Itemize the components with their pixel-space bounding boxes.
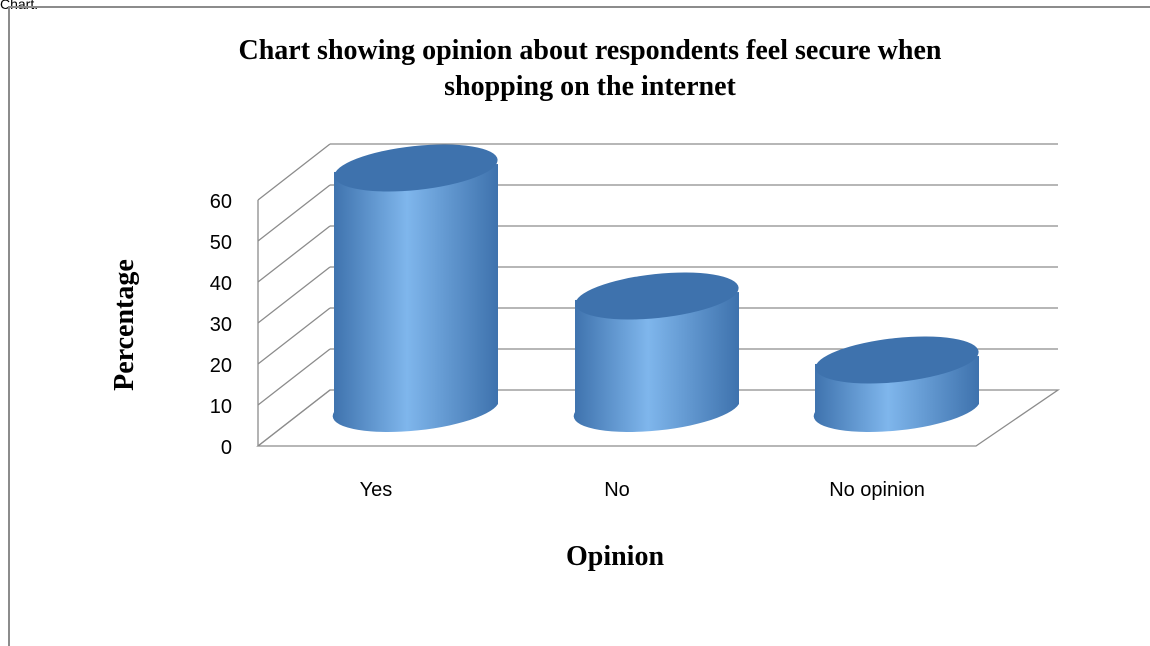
- bar-top: [815, 336, 979, 384]
- bar-body: [573, 292, 739, 432]
- y-tick-label: 50: [210, 232, 232, 254]
- y-tick-label: 40: [210, 273, 232, 295]
- gridline-side-60: [257, 143, 331, 201]
- y-tick-label: 10: [210, 396, 232, 418]
- bar-body: [332, 164, 498, 432]
- chart-title-line-1: Chart showing opinion about respondents …: [238, 35, 942, 66]
- chart-title-line-2: shopping on the internet: [444, 71, 736, 102]
- gridline-side-30: [257, 266, 331, 324]
- bar-yes: [332, 144, 498, 432]
- gridline-side-20: [257, 307, 331, 365]
- x-tick-label: No opinion: [829, 479, 925, 501]
- bar-top: [575, 272, 739, 320]
- chart-frame: [8, 6, 1150, 646]
- y-tick-label: 20: [210, 355, 232, 377]
- bar-no-opinion: [813, 336, 979, 432]
- gridline-side-50: [257, 184, 331, 242]
- x-tick-label: Yes: [360, 479, 393, 501]
- gridline-side-10: [257, 348, 331, 406]
- y-tick-label: 30: [210, 314, 232, 336]
- y-tick-label: 60: [210, 191, 232, 213]
- chart-floor: [256, 389, 1061, 447]
- gridline-side-40: [257, 225, 331, 283]
- x-axis-label: Opinion: [565, 541, 665, 572]
- y-tick-label: 0: [221, 437, 232, 459]
- x-tick-label: No: [604, 479, 630, 501]
- bar-no: [573, 272, 739, 432]
- bar-top: [334, 144, 498, 192]
